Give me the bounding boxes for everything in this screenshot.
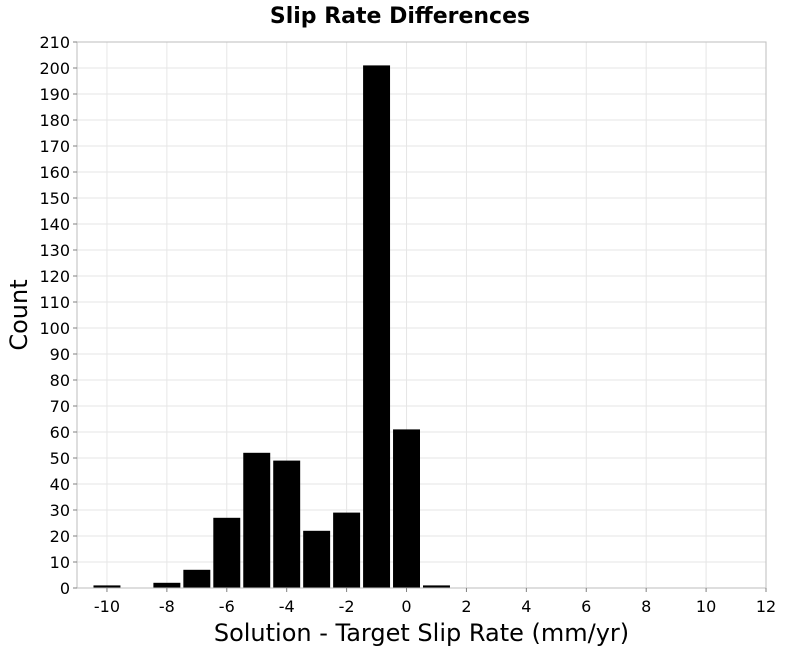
- histogram-bar: [363, 65, 391, 588]
- histogram-bar: [333, 512, 361, 588]
- y-tick-label: 80: [50, 371, 70, 390]
- x-tick-label: 2: [461, 597, 471, 616]
- histogram-bar: [153, 582, 181, 588]
- x-tick-label: 0: [401, 597, 411, 616]
- y-tick-label: 160: [39, 163, 70, 182]
- x-tick-label: 6: [581, 597, 591, 616]
- y-tick-label: 190: [39, 85, 70, 104]
- histogram-bar: [273, 460, 301, 588]
- x-tick-label: -8: [159, 597, 175, 616]
- x-tick-label: -6: [219, 597, 235, 616]
- y-tick-label: 60: [50, 423, 70, 442]
- x-tick-label: 8: [641, 597, 651, 616]
- y-tick-label: 180: [39, 111, 70, 130]
- y-tick-label: 0: [60, 579, 70, 598]
- y-tick-label: 90: [50, 345, 70, 364]
- chart-title: Slip Rate Differences: [270, 4, 530, 29]
- y-tick-label: 200: [39, 59, 70, 78]
- y-tick-label: 130: [39, 241, 70, 260]
- y-tick-label: 20: [50, 527, 70, 546]
- y-tick-label: 70: [50, 397, 70, 416]
- histogram-bar: [303, 530, 331, 588]
- bar-layer: [93, 65, 450, 588]
- x-tick-label: 12: [756, 597, 776, 616]
- x-tick-label: 4: [521, 597, 531, 616]
- histogram-bar: [93, 585, 121, 588]
- y-tick-label: 110: [39, 293, 70, 312]
- histogram-bar: [243, 452, 271, 588]
- tick-layer: 0102030405060708090100110120130140150160…: [39, 33, 776, 616]
- histogram-bar: [183, 569, 211, 588]
- y-tick-label: 210: [39, 33, 70, 52]
- y-tick-label: 30: [50, 501, 70, 520]
- grid-layer: [77, 41, 767, 589]
- y-tick-label: 140: [39, 215, 70, 234]
- histogram-bar: [393, 429, 420, 588]
- histogram-bar: [213, 517, 241, 588]
- y-tick-label: 10: [50, 553, 70, 572]
- y-tick-label: 120: [39, 267, 70, 286]
- y-tick-label: 50: [50, 449, 70, 468]
- x-tick-label: -4: [279, 597, 295, 616]
- x-tick-label: -10: [94, 597, 120, 616]
- y-tick-label: 40: [50, 475, 70, 494]
- y-axis-label: Count: [5, 279, 33, 350]
- y-tick-label: 150: [39, 189, 70, 208]
- x-axis-label: Solution - Target Slip Rate (mm/yr): [214, 619, 629, 647]
- plot-frame: [76, 41, 767, 589]
- histogram-bar: [423, 585, 450, 588]
- y-tick-label: 170: [39, 137, 70, 156]
- y-tick-label: 100: [39, 319, 70, 338]
- x-tick-label: 10: [696, 597, 716, 616]
- x-tick-label: -2: [339, 597, 355, 616]
